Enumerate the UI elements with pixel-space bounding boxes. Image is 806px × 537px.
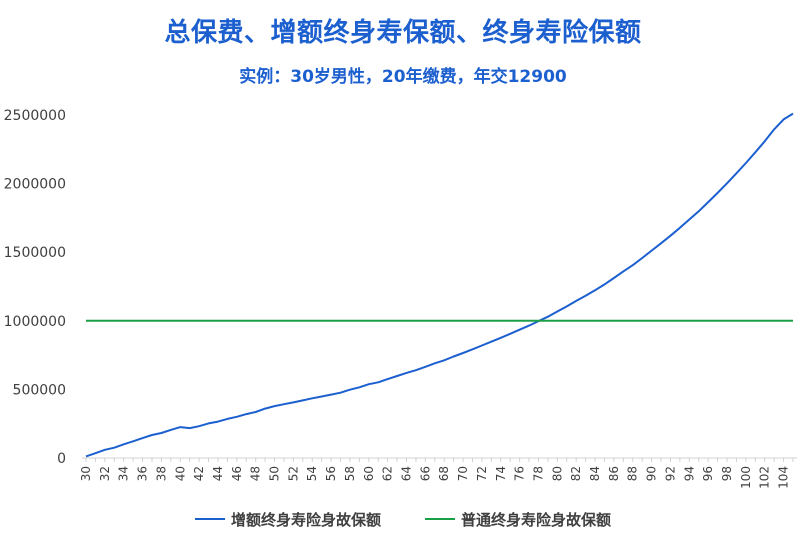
x-tick-label: 60 [362, 466, 376, 481]
y-tick-label: 500000 [13, 382, 66, 398]
x-tick-label: 74 [494, 466, 508, 481]
x-tick-label: 80 [550, 466, 564, 481]
x-tick-label: 66 [418, 466, 432, 481]
x-tick-label: 52 [286, 466, 300, 481]
x-tick-label: 96 [701, 466, 715, 481]
y-tick-label: 0 [57, 451, 66, 467]
x-tick-label: 62 [381, 466, 395, 481]
chart-title: 总保费、增额终身寿保额、终身寿险保额 [164, 18, 642, 48]
y-tick-label: 1000000 [4, 314, 66, 330]
legend-item-series-2[interactable]: 普通终身寿险身故保额 [425, 509, 611, 530]
x-tick-label: 84 [588, 466, 602, 481]
x-tick-label: 34 [117, 466, 131, 481]
legend-swatch-series-2 [425, 518, 455, 520]
x-tick-label: 98 [720, 466, 734, 481]
series-layer [85, 112, 794, 458]
y-tick-label: 2000000 [4, 177, 66, 193]
y-axis-ticks: 0 500000 1000000 1500000 2000000 2500000 [4, 108, 66, 467]
x-tick-label: 76 [513, 466, 527, 481]
y-tick-label: 1500000 [4, 245, 66, 261]
x-tick-label: 58 [343, 466, 357, 481]
x-tick-label: 70 [456, 466, 470, 481]
legend: 增额终身寿险身故保额 普通终身寿险身故保额 [0, 507, 806, 531]
legend-label-series-1: 增额终身寿险身故保额 [230, 510, 381, 529]
x-tick-label: 92 [663, 466, 677, 481]
x-tick-label: 88 [626, 466, 640, 481]
series-line-1 [85, 112, 794, 458]
x-tick-label: 30 [79, 466, 93, 481]
chart-subtitle: 实例：30岁男性，20年缴费，年交12900 [239, 67, 567, 87]
x-axis-tick-marks [85, 458, 794, 462]
x-tick-label: 82 [569, 466, 583, 481]
legend-label-series-2: 普通终身寿险身故保额 [461, 510, 612, 529]
x-tick-label: 78 [531, 466, 545, 481]
x-tick-label: 40 [173, 466, 187, 481]
legend-swatch-series-1 [194, 518, 225, 520]
x-tick-label: 48 [249, 466, 263, 481]
x-tick-label: 54 [305, 466, 319, 481]
x-axis-ticks: 30 32 34 36 38 40 42 44 46 48 50 52 54 56 58 60 62 64 66 68… [79, 466, 791, 489]
y-tick-label: 2500000 [4, 108, 66, 124]
x-tick-label: 104 [777, 466, 791, 489]
x-tick-label: 86 [607, 466, 621, 481]
x-tick-label: 32 [98, 466, 112, 481]
x-tick-label: 72 [475, 466, 489, 481]
x-tick-label: 68 [437, 466, 451, 481]
x-tick-label: 56 [324, 466, 338, 481]
x-tick-label: 50 [268, 466, 282, 481]
x-tick-label: 64 [400, 466, 414, 481]
x-tick-label: 102 [758, 466, 772, 489]
x-tick-label: 44 [211, 466, 225, 481]
x-tick-label: 42 [192, 466, 206, 481]
legend-item-series-1[interactable]: 增额终身寿险身故保额 [194, 509, 381, 530]
x-tick-label: 100 [739, 466, 753, 489]
x-tick-label: 36 [136, 466, 150, 481]
x-tick-label: 46 [230, 466, 244, 481]
x-tick-label: 94 [682, 466, 696, 481]
x-tick-label: 90 [645, 466, 659, 481]
x-tick-label: 38 [154, 466, 168, 481]
